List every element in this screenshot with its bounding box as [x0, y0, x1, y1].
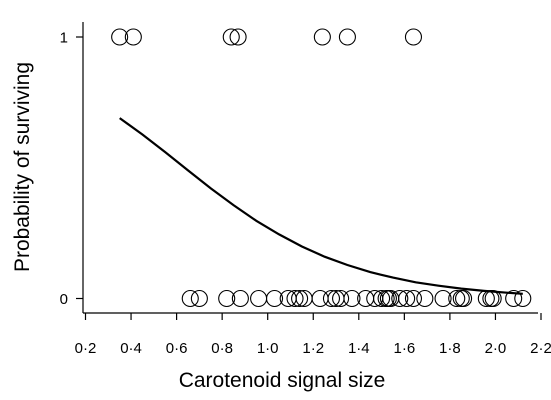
- data-point: [265, 289, 284, 308]
- x-tick-label: 1·4: [348, 340, 370, 357]
- fitted-probability-curve: [119, 117, 523, 295]
- data-point: [295, 289, 313, 308]
- x-tick-label: 1·2: [302, 340, 324, 357]
- data-point: [455, 289, 473, 308]
- x-tick-label: 0·2: [75, 340, 97, 357]
- data-point: [250, 289, 268, 308]
- data-point: [505, 289, 523, 308]
- data-point: [391, 289, 409, 308]
- data-point: [181, 289, 199, 308]
- data-point: [332, 289, 350, 308]
- x-tick-label: 2·0: [485, 340, 507, 357]
- data-point: [338, 28, 356, 46]
- x-tick-label: 1·0: [257, 340, 279, 357]
- data-point: [218, 289, 236, 308]
- data-point: [404, 289, 423, 308]
- data-point: [124, 28, 142, 46]
- axes: [82, 22, 538, 314]
- data-points: [111, 28, 532, 308]
- x-tick-label: 0·4: [120, 340, 142, 357]
- data-point: [322, 289, 341, 308]
- data-point: [514, 289, 532, 308]
- data-point: [222, 28, 240, 46]
- x-tick-label: 0·8: [211, 340, 233, 357]
- y-axis-ticks: 01: [60, 30, 83, 308]
- data-point: [231, 289, 249, 308]
- data-point: [111, 28, 129, 46]
- data-point: [229, 28, 247, 46]
- data-point: [448, 289, 466, 308]
- data-point: [484, 289, 502, 308]
- x-axis-ticks: 0·2 0·4 0·6 0·8 1·0 1·2 1·4 1·6 1·8 2·0 2·2: [75, 313, 551, 357]
- x-tick-label: 0·6: [166, 340, 188, 357]
- data-point: [373, 289, 391, 308]
- data-point: [327, 289, 345, 308]
- data-point: [291, 289, 309, 308]
- data-point: [286, 289, 304, 308]
- y-axis-label: Probability of surviving: [11, 62, 34, 272]
- y-tick-label: 0: [60, 291, 68, 308]
- data-point: [398, 289, 416, 308]
- x-tick-label: 1·6: [394, 340, 416, 357]
- x-tick-label: 1·8: [439, 340, 461, 357]
- data-point: [416, 289, 434, 308]
- x-tick-label: 2·2: [530, 340, 551, 357]
- x-axis-label: Carotenoid signal size: [179, 369, 386, 392]
- y-tick-label: 1: [60, 30, 68, 47]
- data-point: [343, 289, 361, 308]
- data-point: [434, 289, 452, 308]
- data-point: [190, 289, 208, 308]
- data-point: [477, 289, 495, 308]
- data-point: [404, 28, 423, 46]
- data-point: [313, 28, 331, 46]
